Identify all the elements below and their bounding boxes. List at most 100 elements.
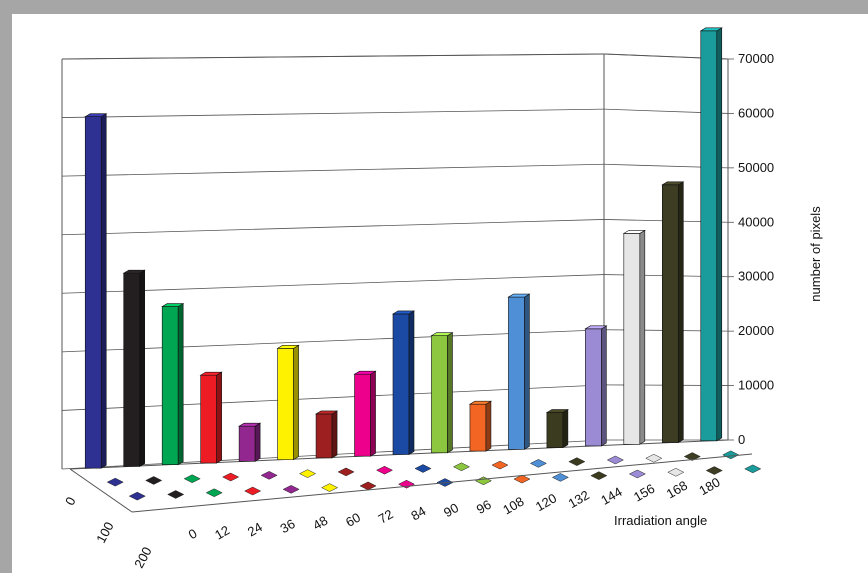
x-tick-label: 96 [474,497,494,517]
bar-top [584,325,608,330]
x-tick-label: 144 [598,484,624,508]
bar-front [469,403,487,452]
floor-tile [128,491,146,501]
floor-tile [590,471,608,480]
bar-side [139,269,146,467]
bar [430,332,454,454]
x-tick-label: 84 [408,503,428,523]
bar-top [507,293,531,298]
bar-top [661,181,685,186]
floor-tile [568,457,586,466]
chart-bars [84,27,723,469]
bar-side [639,229,646,445]
bar-top [430,332,454,336]
bar-top [545,409,569,413]
bar [199,371,223,464]
floor-tile [529,459,547,468]
bar-top [122,269,146,274]
bar-top [161,303,185,307]
bar-front [200,374,217,464]
floor-tile [705,466,723,475]
y-axis-title: number of pixels [808,206,823,302]
floor-tile [183,474,201,484]
bar [161,303,185,466]
bar-chart-3d: 0 10000 20000 30000 40000 50000 60000 70000 0 12 2… [61,27,823,571]
floor-tile [375,465,394,475]
y-tick-label: 20000 [738,323,774,338]
bar-front [508,296,525,450]
bar-front [277,348,294,460]
bar-top [238,422,262,427]
x-tick-label: 36 [278,516,298,536]
floor-tile [222,472,240,482]
x-tick-label: 120 [533,490,559,514]
bar-side [370,370,376,457]
bar-top [314,410,339,415]
floor-tile [551,473,569,482]
floor-tile [722,450,740,460]
floor-tile [645,453,663,463]
bar-side [524,293,530,450]
x-tick-label: 24 [245,519,265,539]
bar-side [331,410,338,459]
gridline [61,274,605,294]
x-tick-label: 108 [500,494,526,518]
bar-side [485,400,492,452]
bar [238,422,262,462]
y-tick-label: 30000 [738,269,774,284]
bar-side [601,325,607,447]
bar-front [84,116,102,469]
floor-tile [167,490,185,499]
bar-side [677,181,684,444]
y-tick-label: 40000 [738,214,774,229]
floor-tile [106,477,124,487]
bar-front [623,233,641,445]
floor-tile [491,460,509,470]
bar-top [391,310,416,315]
bar-top [84,113,108,118]
floor-tile [299,469,317,478]
floor-tile [359,481,377,491]
bar-front [123,272,141,467]
bar-side [177,303,184,466]
x-tick-label: 0 [186,526,200,543]
bar [661,181,685,444]
bar-top [622,230,646,234]
bar [314,410,339,459]
bar-side [216,371,222,464]
bar-side [254,422,261,462]
gridline [61,219,605,236]
bar [622,229,646,445]
floor-tile [667,467,685,477]
y-tick-label: 60000 [738,105,774,120]
bar-front [546,412,564,448]
bar-top [199,371,223,376]
gridline [61,108,605,118]
gridline [61,53,605,60]
floor-tile [145,476,163,485]
bar-front [661,184,679,443]
x-tick-label: 72 [376,506,396,526]
x-tick-label: 156 [631,481,657,505]
bar [84,113,108,469]
bar-front [431,335,448,454]
floor-tile [321,483,339,492]
x-tick-label: 48 [310,513,330,533]
x-tick-label: 168 [664,478,690,502]
bar [699,27,723,442]
bar-front [238,425,256,462]
bar-front [392,313,410,455]
depth-tick-label: 0 [62,494,79,507]
floor-tile [628,469,646,479]
floor-tile [452,462,471,472]
x-tick-label: 90 [441,500,461,520]
bar-front [700,30,718,442]
bar [584,325,608,447]
bar-side [293,344,299,461]
bar-top [353,370,377,375]
y-tick-label: 70000 [738,51,774,66]
bar-side [716,27,723,442]
bar-top [276,345,300,349]
bar [276,344,300,461]
